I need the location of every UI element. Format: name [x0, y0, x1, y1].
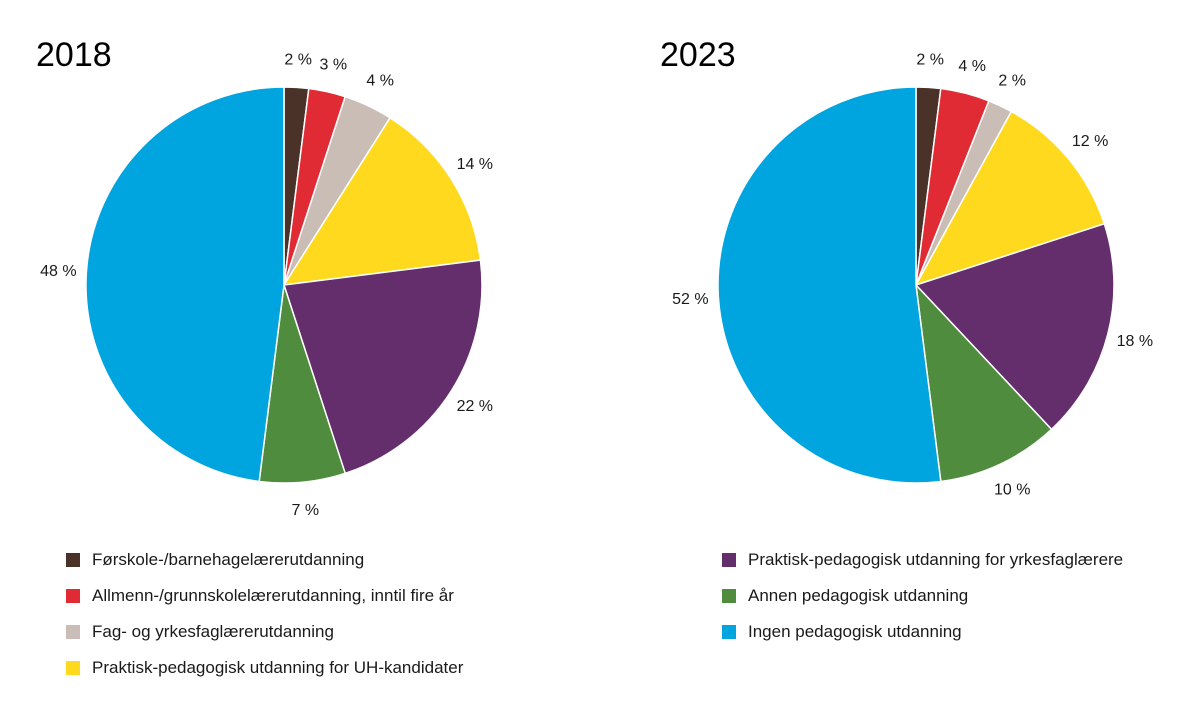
slice-percent-label: 22 % [457, 398, 493, 415]
legend-swatch [66, 625, 80, 639]
slice-percent-label: 4 % [958, 58, 986, 75]
legend-item: Praktisk-pedagogisk utdanning for yrkesf… [722, 542, 1123, 578]
legend-label: Allmenn-/grunnskolelærerutdanning, innti… [92, 586, 454, 605]
pie-2023: 2 % 4 % 2 % 12 % 18 % 10 % 52 % [672, 51, 1153, 498]
chart-title-2018: 2018 [36, 36, 112, 74]
legend-label: Praktisk-pedagogisk utdanning for yrkesf… [748, 550, 1124, 569]
legend-label: Førskole-/barnehagelærerutdanning [92, 550, 365, 569]
pie-slice [915, 223, 1115, 431]
legend-item: Allmenn-/grunnskolelærerutdanning, innti… [66, 578, 463, 614]
slice-percent-label: 14 % [457, 156, 493, 173]
legend-item: Praktisk-pedagogisk utdanning for UH-kan… [66, 650, 463, 686]
legend-swatch [66, 589, 80, 603]
pie-2018: 2 % 3 % 4 % 14 % 22 % 7 % 48 % [40, 51, 493, 519]
slice-percent-label: 10 % [994, 482, 1030, 499]
legend-item: Fag- og yrkesfaglærerutdanning [66, 614, 463, 650]
slice-percent-label: 2 % [998, 73, 1026, 90]
legend-swatch [66, 553, 80, 567]
slice-percent-label: 52 % [672, 291, 708, 308]
pie-slice [85, 86, 285, 483]
legend-label: Ingen pedagogisk utdanning [748, 622, 962, 641]
legend-label: Praktisk-pedagogisk utdanning for UH-kan… [92, 658, 464, 677]
pie-slice [283, 259, 483, 475]
pie-slice [717, 86, 942, 484]
legend-label: Fag- og yrkesfaglærerutdanning [92, 622, 334, 641]
slice-percent-label: 48 % [40, 263, 76, 280]
legend-label: Annen pedagogisk utdanning [748, 586, 969, 605]
slice-percent-label: 18 % [1117, 333, 1153, 350]
legend-swatch [66, 661, 80, 675]
slice-percent-label: 12 % [1072, 133, 1108, 150]
legend-right: Praktisk-pedagogisk utdanning for yrkesf… [722, 542, 1123, 650]
legend-item: Annen pedagogisk utdanning [722, 578, 1123, 614]
legend-item: Førskole-/barnehagelærerutdanning [66, 542, 463, 578]
legend-swatch [722, 589, 736, 603]
slice-percent-label: 2 % [284, 51, 312, 68]
legend-left: Førskole-/barnehagelærerutdanning Allmen… [66, 542, 463, 686]
slice-percent-label: 4 % [366, 73, 394, 90]
legend-swatch [722, 553, 736, 567]
pie-slice [283, 117, 482, 286]
legend-swatch [722, 625, 736, 639]
pie-slice [915, 110, 1106, 286]
legend-item: Ingen pedagogisk utdanning [722, 614, 1123, 650]
chart-title-2023: 2023 [660, 36, 736, 74]
slice-percent-label: 2 % [916, 51, 944, 68]
slice-percent-label: 7 % [292, 502, 320, 519]
pie-slice [915, 284, 1053, 483]
slice-percent-label: 3 % [320, 56, 348, 73]
